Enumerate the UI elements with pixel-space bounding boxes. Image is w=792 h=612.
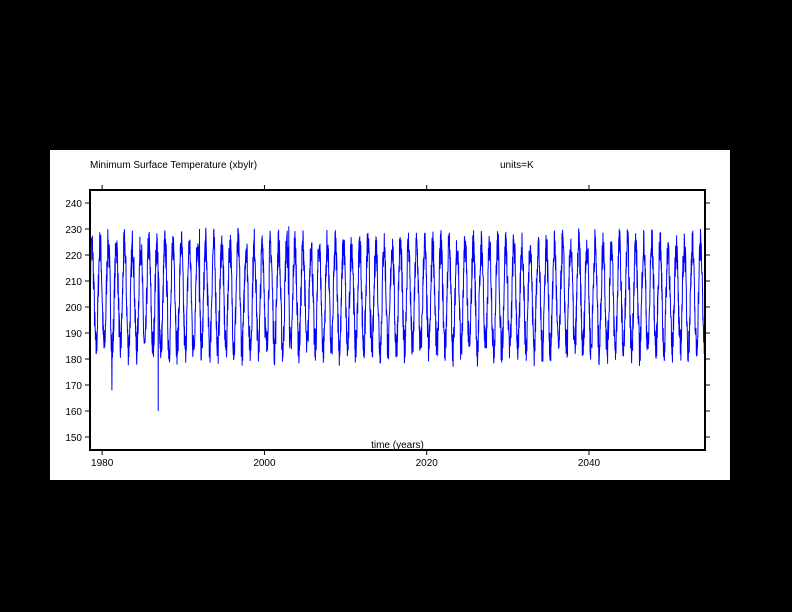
plot-frame bbox=[89, 189, 706, 451]
x-tick-label: 1980 bbox=[91, 458, 114, 469]
y-tick-label: 190 bbox=[65, 329, 82, 340]
series-layer bbox=[89, 226, 706, 412]
units-label: units=K bbox=[500, 160, 534, 171]
x-tick-label: 2000 bbox=[253, 458, 276, 469]
y-tick-label: 210 bbox=[65, 277, 82, 288]
chart-svg: Minimum Surface Temperature (xbylr) unit… bbox=[65, 160, 710, 469]
y-tick-label: 240 bbox=[65, 199, 82, 210]
y-tick-label: 230 bbox=[65, 225, 82, 236]
x-tick-label: 2040 bbox=[578, 458, 601, 469]
y-tick-label: 150 bbox=[65, 433, 82, 444]
y-tick-label: 200 bbox=[65, 303, 82, 314]
x-tick-label: 2020 bbox=[416, 458, 439, 469]
series-line bbox=[89, 226, 706, 412]
x-axis-label: time (years) bbox=[371, 440, 424, 451]
y-tick-label: 160 bbox=[65, 407, 82, 418]
chart-title: Minimum Surface Temperature (xbylr) bbox=[90, 160, 257, 171]
chart-panel: Minimum Surface Temperature (xbylr) unit… bbox=[50, 150, 730, 480]
y-tick-label: 170 bbox=[65, 381, 82, 392]
y-tick-label: 220 bbox=[65, 251, 82, 262]
y-tick-label: 180 bbox=[65, 355, 82, 366]
